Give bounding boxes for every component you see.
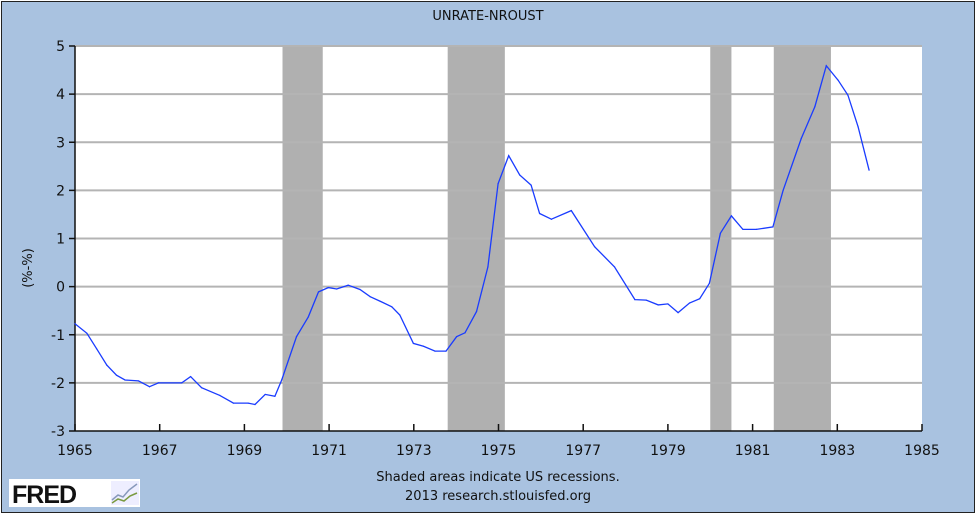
data-point [688,302,691,304]
data-point [519,174,521,176]
data-point [487,266,489,268]
x-tick-label: 1965 [57,443,93,459]
data-point [613,266,616,268]
data-point [336,288,338,290]
data-point [106,364,108,366]
y-tick-label: -2 [51,376,65,392]
data-point [530,184,532,186]
x-tick-label: 1983 [819,443,855,459]
data-point [570,209,572,212]
data-point [645,299,647,301]
y-tick-label: 2 [56,183,65,199]
data-point [148,386,151,388]
chart-title: UNRATE-NROUST [432,9,543,24]
source-note: 2013 research.stlouisfed.org [405,489,591,504]
data-point [538,212,541,215]
data-point [800,137,802,139]
data-point [190,376,192,378]
data-point [857,126,859,128]
x-tick-label: 1973 [396,443,432,459]
x-tick-label: 1977 [565,443,601,459]
x-tick-label: 1985 [904,443,940,459]
data-point [594,246,596,248]
data-point [95,348,98,350]
data-point [181,382,183,384]
y-axis-label: (%-%) [21,248,36,288]
data-point [445,350,447,352]
data-point [359,288,361,291]
data-point [464,332,466,334]
x-tick-label: 1971 [311,443,347,459]
data-point [455,336,458,338]
y-tick-label: 0 [56,280,65,296]
data-point [814,106,816,108]
data-point [667,303,669,305]
data-point [497,183,499,185]
y-tick-label: 3 [56,135,65,151]
data-point [782,189,784,191]
data-point [719,232,722,234]
data-point [264,393,266,396]
data-point [281,379,283,381]
data-point [379,300,381,302]
data-point [550,218,553,220]
data-point [677,312,679,314]
data-point [295,336,298,338]
data-point [274,395,276,397]
data-point [115,374,118,376]
data-point [742,228,744,230]
data-point [86,332,88,334]
data-point [399,314,401,316]
data-point [825,65,827,67]
y-tick-label: 4 [56,87,65,103]
data-point [157,382,160,384]
x-tick-label: 1969 [227,443,263,459]
data-point [837,79,839,81]
fred-logo-text: FRED [12,481,76,509]
x-tick-label: 1981 [735,443,771,459]
data-point [708,282,711,284]
fred-logo: FRED [9,479,140,509]
data-point [327,286,329,289]
y-tick-label: -3 [51,424,65,440]
data-point [232,402,234,404]
data-point [124,379,126,381]
y-tick-label: 1 [56,232,65,248]
data-point [307,316,309,318]
data-point [755,228,758,230]
data-point [772,226,774,228]
data-point [247,402,249,404]
data-point [847,94,849,96]
recession-note: Shaded areas indicate US recessions. [376,470,619,485]
data-point [201,387,203,389]
data-point [475,311,478,313]
data-point [730,215,733,217]
data-point [657,304,659,306]
data-point [317,291,320,293]
y-tick-label: -1 [51,328,65,344]
fred-chart-icon [111,481,139,505]
series-line [74,64,870,406]
data-point [137,380,140,382]
data-point [434,350,436,352]
data-point [391,306,393,308]
data-point [412,342,414,345]
data-point [699,298,701,300]
x-tick-label: 1967 [142,443,178,459]
x-tick-label: 1975 [481,443,517,459]
data-point [219,394,221,396]
y-tick-label: 5 [56,39,65,55]
data-point [868,169,870,171]
data-point [74,323,76,325]
x-tick-label: 1979 [650,443,686,459]
data-point [369,296,371,298]
data-point [347,284,349,286]
data-point [508,155,510,157]
data-point [422,345,425,347]
data-point [634,299,636,301]
data-point [254,403,256,406]
